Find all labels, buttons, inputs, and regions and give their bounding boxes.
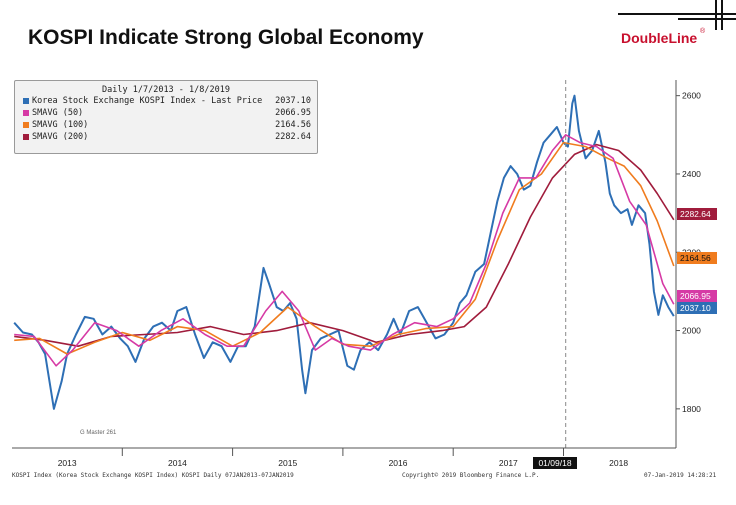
legend-series-value: 2164.56 [275,120,311,130]
last-value-badge [677,252,717,264]
x-tick-label: 2017 [499,458,518,468]
x-tick-label: 2014 [168,458,187,468]
legend-series-name: Korea Stock Exchange KOSPI Index - Last … [32,96,263,106]
series-line-kospi [13,94,675,410]
y-tick-label: 2000 [682,326,701,336]
x-tick-label: 2016 [389,458,408,468]
y-tick-label: 1800 [682,404,701,414]
cursor-date-badge: 01/09/18 [533,457,577,469]
page-title: KOSPI Indicate Strong Global Economy [28,26,424,49]
registered-mark: ® [700,28,706,35]
x-tick-label: 2015 [278,458,297,468]
last-value-badge [677,302,717,314]
logo-grid-icon [618,0,736,30]
x-tick-label: 2013 [58,458,77,468]
footer-source: KOSPI Index (Korea Stock Exchange KOSPI … [12,472,294,479]
series-line-200-sma [14,143,675,348]
last-value-label: 2037.10 [680,303,711,313]
last-value-label: 2282.64 [680,209,711,219]
x-tick-label: 2018 [609,458,628,468]
last-value-badge [677,208,717,220]
legend-entry: Korea Stock Exchange KOSPI Index - Last … [23,95,311,107]
footer-copyright: Copyright© 2019 Bloomberg Finance L.P. [402,472,540,479]
watermark: G Master 261 [80,430,117,436]
legend-series-value: 2066.95 [275,108,311,118]
last-value-badge [677,290,717,302]
legend-series-value: 2037.10 [275,96,311,106]
legend: Daily 1/7/2013 - 1/8/2019 Korea Stock Ex… [14,80,318,154]
legend-entry: SMAVG (200) 2282.64 [23,131,311,143]
series-line-50-sma [14,134,675,367]
doubleline-logo: DoubleLine [621,30,698,46]
legend-entry: SMAVG (50) 2066.95 [23,107,311,119]
legend-entry: SMAVG (100) 2164.56 [23,119,311,131]
y-tick-label: 2600 [682,91,701,101]
last-value-label: 2066.95 [680,291,711,301]
last-value-label: 2164.56 [680,253,711,263]
y-tick-label: 2400 [682,169,701,179]
legend-swatch [23,134,29,140]
cursor-date-label: 01/09/18 [538,458,571,468]
legend-header: Daily 1/7/2013 - 1/8/2019 [102,85,230,95]
legend-series-value: 2282.64 [275,132,311,142]
legend-series-name: SMAVG (200) [32,132,89,142]
legend-swatch [23,122,29,128]
footer-timestamp: 07-Jan-2019 14:28:21 [644,472,717,479]
legend-swatch [23,110,29,116]
legend-swatch [23,98,29,104]
legend-series-name: SMAVG (100) [32,120,89,130]
legend-series-name: SMAVG (50) [32,108,84,118]
